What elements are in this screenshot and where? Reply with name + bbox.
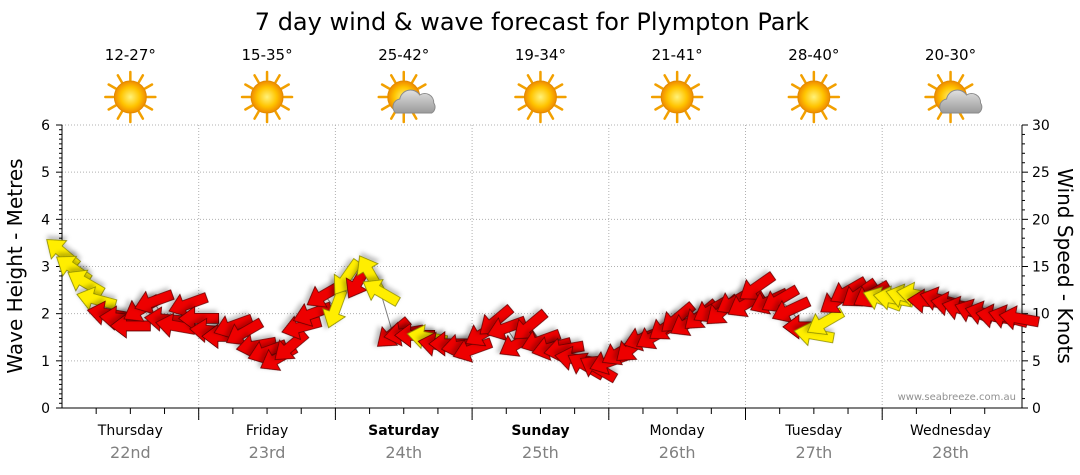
- x-axis-labels: Thursday 22nd Friday 23rd Saturday 24th Sunday…: [97, 423, 991, 462]
- wind-direction-arrow: [513, 308, 549, 340]
- wind-arrows: [46, 239, 1040, 384]
- day-date-label: 26th: [659, 443, 696, 462]
- left-tick-label: 5: [41, 165, 50, 181]
- day-name-label: Wednesday: [910, 423, 991, 439]
- partly-cloudy-icon: [377, 70, 436, 124]
- right-tick-label: 15: [1032, 260, 1050, 276]
- wind-direction-arrow: [771, 296, 812, 324]
- sunny-icon: [104, 70, 157, 124]
- chart-title: 7 day wind & wave forecast for Plympton …: [255, 8, 809, 36]
- wind-direction-arrow: [109, 313, 151, 339]
- wind-direction-arrow: [739, 271, 777, 300]
- wind-direction-arrow: [76, 286, 118, 311]
- left-tick-label: 3: [41, 260, 50, 276]
- left-tick-label: 1: [41, 354, 50, 370]
- wind-direction-arrow: [362, 279, 401, 307]
- day-date-label: 22nd: [110, 443, 151, 462]
- wind-direction-arrow: [793, 321, 835, 347]
- right-tick-label: 20: [1032, 212, 1050, 228]
- right-tick-label: 0: [1032, 401, 1041, 417]
- left-tick-label: 6: [41, 118, 50, 134]
- right-tick-label: 25: [1032, 165, 1050, 181]
- wind-direction-arrow: [67, 269, 106, 298]
- left-axis: 0 1 2 3 4 5 6: [41, 118, 62, 417]
- day-temp-range: 21-41°: [652, 46, 703, 64]
- wind-direction-arrow: [292, 301, 334, 327]
- day-name-label: Monday: [650, 423, 705, 439]
- wind-direction-arrow: [486, 315, 528, 342]
- day-temp-range: 15-35°: [242, 46, 293, 64]
- day-date-label: 27th: [795, 443, 832, 462]
- right-tick-label: 30: [1032, 118, 1050, 134]
- left-tick-label: 2: [41, 307, 50, 323]
- wind-direction-arrow: [134, 289, 175, 315]
- day-date-label: 24th: [385, 443, 422, 462]
- sunny-icon: [240, 70, 294, 124]
- partly-cloudy-icon: [924, 70, 983, 124]
- sunny-icon: [650, 70, 704, 124]
- chart-grid: [62, 124, 1022, 420]
- day-temp-range: 19-34°: [515, 46, 566, 64]
- day-name-label: Thursday: [97, 423, 163, 439]
- wind-direction-arrow: [178, 305, 220, 332]
- right-tick-label: 5: [1032, 354, 1041, 370]
- day-temp-range: 20-30°: [925, 46, 976, 64]
- wind-direction-arrow: [168, 292, 209, 318]
- day-temp-range: 25-42°: [378, 46, 429, 64]
- day-name-label: Saturday: [368, 423, 439, 439]
- day-date-label: 23rd: [249, 443, 286, 462]
- wind-direction-arrow: [998, 305, 1040, 331]
- wind-direction-arrow: [225, 317, 265, 346]
- day-date-label: 25th: [522, 443, 559, 462]
- left-tick-label: 4: [41, 212, 50, 228]
- left-axis-title: Wave Height - Metres: [3, 158, 27, 373]
- day-name-label: Friday: [246, 423, 288, 439]
- day-date-label: 28th: [932, 443, 969, 462]
- day-temp-range: 12-27°: [105, 46, 156, 64]
- left-tick-label: 0: [41, 401, 50, 417]
- sunny-icon: [787, 70, 841, 124]
- right-axis-title: Wind Speed - Knots: [1053, 168, 1077, 364]
- day-name-label: Tuesday: [784, 423, 842, 439]
- watermark: www.seabreeze.com.au: [898, 392, 1016, 403]
- daily-weather-header: 12-27° 15-35° 25-42° 19-34° 21-41° 28-40° 20-3…: [104, 46, 983, 124]
- day-name-label: Sunday: [511, 423, 569, 439]
- sunny-icon: [514, 70, 567, 124]
- day-temp-range: 28-40°: [788, 46, 839, 64]
